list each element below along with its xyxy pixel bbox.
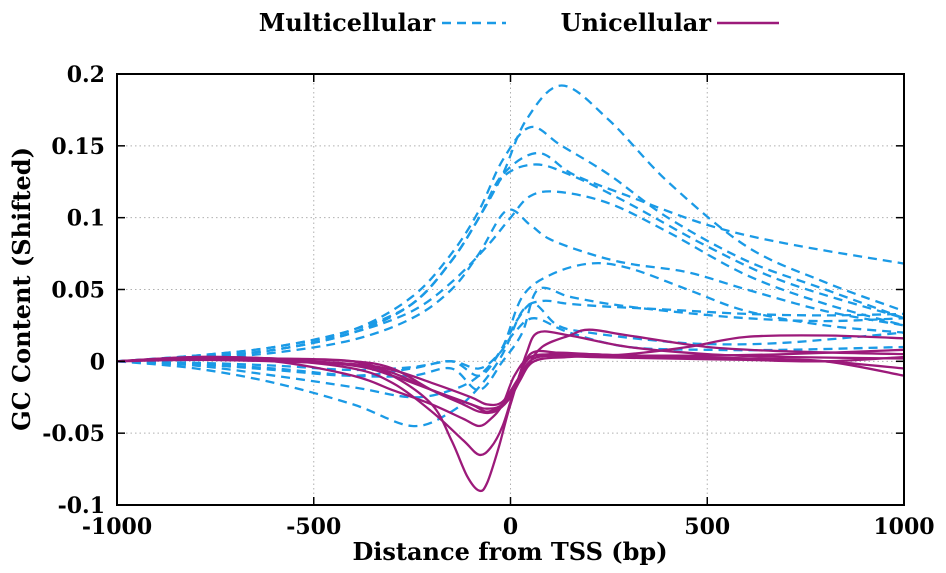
x-tick-label: 500 — [684, 514, 730, 540]
legend-label-unicellular: Unicellular — [561, 8, 712, 37]
series-line-unicellular-17 — [116, 348, 905, 407]
series-line-multicellular-10 — [116, 317, 905, 372]
series-line-multicellular-8 — [116, 302, 905, 377]
y-tick-label: -0.05 — [42, 421, 105, 447]
series-line-multicellular-2 — [116, 151, 905, 363]
y-tick-label: 0.05 — [51, 278, 105, 304]
y-tick-label: 0.2 — [67, 62, 105, 88]
x-tick-label: 1000 — [873, 514, 934, 540]
y-tick-label: 0.15 — [51, 134, 105, 160]
y-tick-label: 0 — [90, 349, 105, 375]
axis-ticks: -1000 -500 0 500 1000 -0.1 -0.05 0 0.05 0.1 0.15 0.… — [42, 62, 934, 540]
series-line-multicellular-5 — [116, 208, 905, 363]
series-layer — [116, 84, 905, 493]
series-line-unicellular-13 — [116, 353, 905, 428]
y-axis-title: GC Content (Shifted) — [7, 147, 36, 431]
x-tick-label: 0 — [503, 514, 518, 540]
x-tick-label: -500 — [286, 514, 341, 540]
legend: Multicellular Unicellular — [259, 8, 779, 37]
series-line-unicellular-14 — [116, 328, 905, 415]
legend-label-multicellular: Multicellular — [259, 8, 436, 37]
x-tick-label: -1000 — [82, 514, 152, 540]
series-line-multicellular-6 — [116, 262, 905, 399]
y-tick-label: -0.1 — [58, 493, 105, 519]
series-line-multicellular-4 — [116, 190, 905, 363]
series-line-multicellular-1 — [116, 125, 905, 363]
x-axis-title: Distance from TSS (bp) — [352, 537, 667, 566]
grid-lines — [117, 74, 904, 505]
series-line-unicellular-12 — [116, 349, 905, 457]
y-tick-label: 0.1 — [67, 206, 105, 232]
series-line-multicellular-9 — [116, 286, 905, 392]
